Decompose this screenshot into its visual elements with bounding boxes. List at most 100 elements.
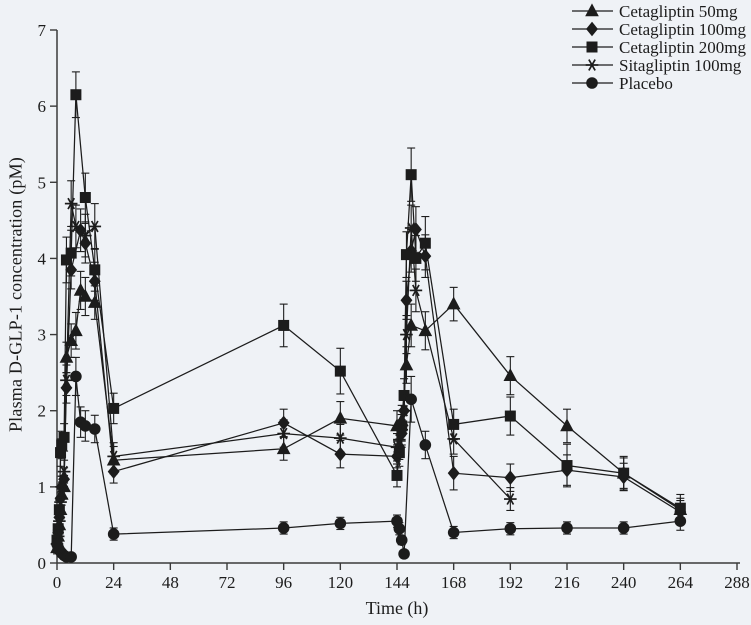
series-line	[56, 94, 681, 541]
y-tick-label: 2	[38, 402, 47, 421]
square-marker	[89, 264, 101, 276]
series-sitagliptin-100mg	[50, 180, 517, 551]
triangle-marker	[276, 441, 291, 455]
x-tick-label: 48	[162, 573, 179, 592]
circle-marker	[334, 517, 347, 530]
square-marker	[79, 192, 91, 204]
y-tick-label: 4	[38, 249, 47, 268]
series-line	[56, 203, 511, 545]
triangle-marker	[333, 410, 348, 424]
circle-marker	[405, 393, 417, 406]
circle-marker	[65, 551, 77, 563]
series-cetagliptin-100mg	[51, 206, 687, 552]
star-marker	[334, 432, 347, 445]
triangle-marker	[69, 323, 83, 337]
legend-label: Placebo	[619, 74, 673, 93]
star-marker	[400, 328, 413, 341]
square-marker	[586, 41, 598, 53]
x-tick-label: 72	[219, 573, 236, 592]
star-marker	[409, 284, 423, 297]
square-marker	[58, 431, 70, 443]
circle-marker	[674, 515, 687, 527]
square-marker	[561, 460, 573, 472]
y-tick-label: 7	[38, 21, 47, 40]
series-cetagliptin-50mg	[50, 270, 688, 555]
star-marker	[88, 220, 102, 233]
diamond-marker	[447, 465, 460, 481]
circle-marker	[107, 528, 120, 540]
circle-marker	[419, 439, 432, 451]
triangle-marker	[446, 296, 461, 310]
y-tick-label: 0	[38, 554, 47, 573]
star-marker	[585, 59, 599, 71]
legend-item-placebo: Placebo	[572, 74, 673, 93]
square-marker	[405, 169, 417, 181]
circle-marker	[70, 370, 82, 383]
star-marker	[79, 229, 92, 242]
x-tick-label: 120	[328, 573, 354, 592]
legend-item-cetagliptin-100mg: Cetagliptin 100mg	[572, 20, 747, 39]
circle-marker	[398, 548, 410, 560]
y-tick-label: 5	[38, 173, 47, 192]
star-marker	[55, 480, 69, 493]
star-marker	[390, 441, 404, 454]
triangle-marker	[399, 357, 414, 371]
square-marker	[504, 410, 516, 422]
square-marker	[618, 467, 630, 479]
x-tick-label: 0	[53, 573, 62, 592]
legend-label: Cetagliptin 200mg	[619, 38, 747, 57]
circle-marker	[504, 522, 517, 535]
star-marker	[107, 450, 120, 463]
legend-item-sitagliptin-100mg: Sitagliptin 100mg	[572, 56, 742, 75]
circle-marker	[393, 522, 406, 535]
series-line	[56, 288, 681, 548]
star-marker	[393, 433, 406, 446]
x-tick-label: 168	[441, 573, 467, 592]
square-marker	[410, 252, 422, 264]
y-tick-label: 3	[38, 326, 47, 345]
legend-label: Cetagliptin 100mg	[619, 20, 747, 39]
diamond-marker	[400, 293, 413, 308]
square-marker	[278, 319, 290, 331]
star-marker	[447, 433, 460, 445]
star-marker	[60, 374, 73, 387]
circle-marker	[277, 522, 290, 534]
diamond-marker	[107, 464, 120, 479]
y-axis-title: Plasma D-GLP-1 concentration (pM)	[5, 156, 26, 433]
series-line	[56, 376, 681, 558]
star-marker	[64, 197, 78, 210]
star-marker	[395, 423, 409, 436]
circle-marker	[586, 77, 598, 89]
y-tick-label: 6	[38, 97, 47, 116]
square-marker	[65, 247, 77, 259]
star-marker	[53, 515, 66, 528]
legend-item-cetagliptin-50mg: Cetagliptin 50mg	[572, 2, 738, 21]
square-marker	[70, 89, 82, 101]
triangle-marker	[585, 3, 599, 17]
triangle-marker	[78, 288, 93, 302]
triangle-marker	[87, 295, 102, 308]
star-marker	[69, 220, 83, 233]
diamond-marker	[586, 21, 598, 37]
square-marker	[391, 469, 403, 481]
legend-item-cetagliptin-200mg: Cetagliptin 200mg	[572, 38, 747, 57]
square-marker	[108, 402, 120, 414]
triangle-marker	[404, 317, 418, 331]
star-marker	[57, 465, 71, 478]
x-tick-label: 288	[724, 573, 750, 592]
series-line	[56, 227, 681, 545]
star-marker	[54, 496, 67, 508]
circle-marker	[561, 522, 573, 534]
legend-label: Cetagliptin 50mg	[619, 2, 738, 21]
circle-marker	[617, 522, 630, 534]
x-axis-title: Time (h)	[365, 598, 429, 618]
series-cetagliptin-200mg	[51, 71, 686, 547]
series-placebo	[51, 356, 687, 563]
x-tick-label: 216	[554, 573, 580, 592]
circle-marker	[88, 423, 101, 435]
star-marker	[397, 404, 411, 417]
square-marker	[419, 237, 431, 249]
